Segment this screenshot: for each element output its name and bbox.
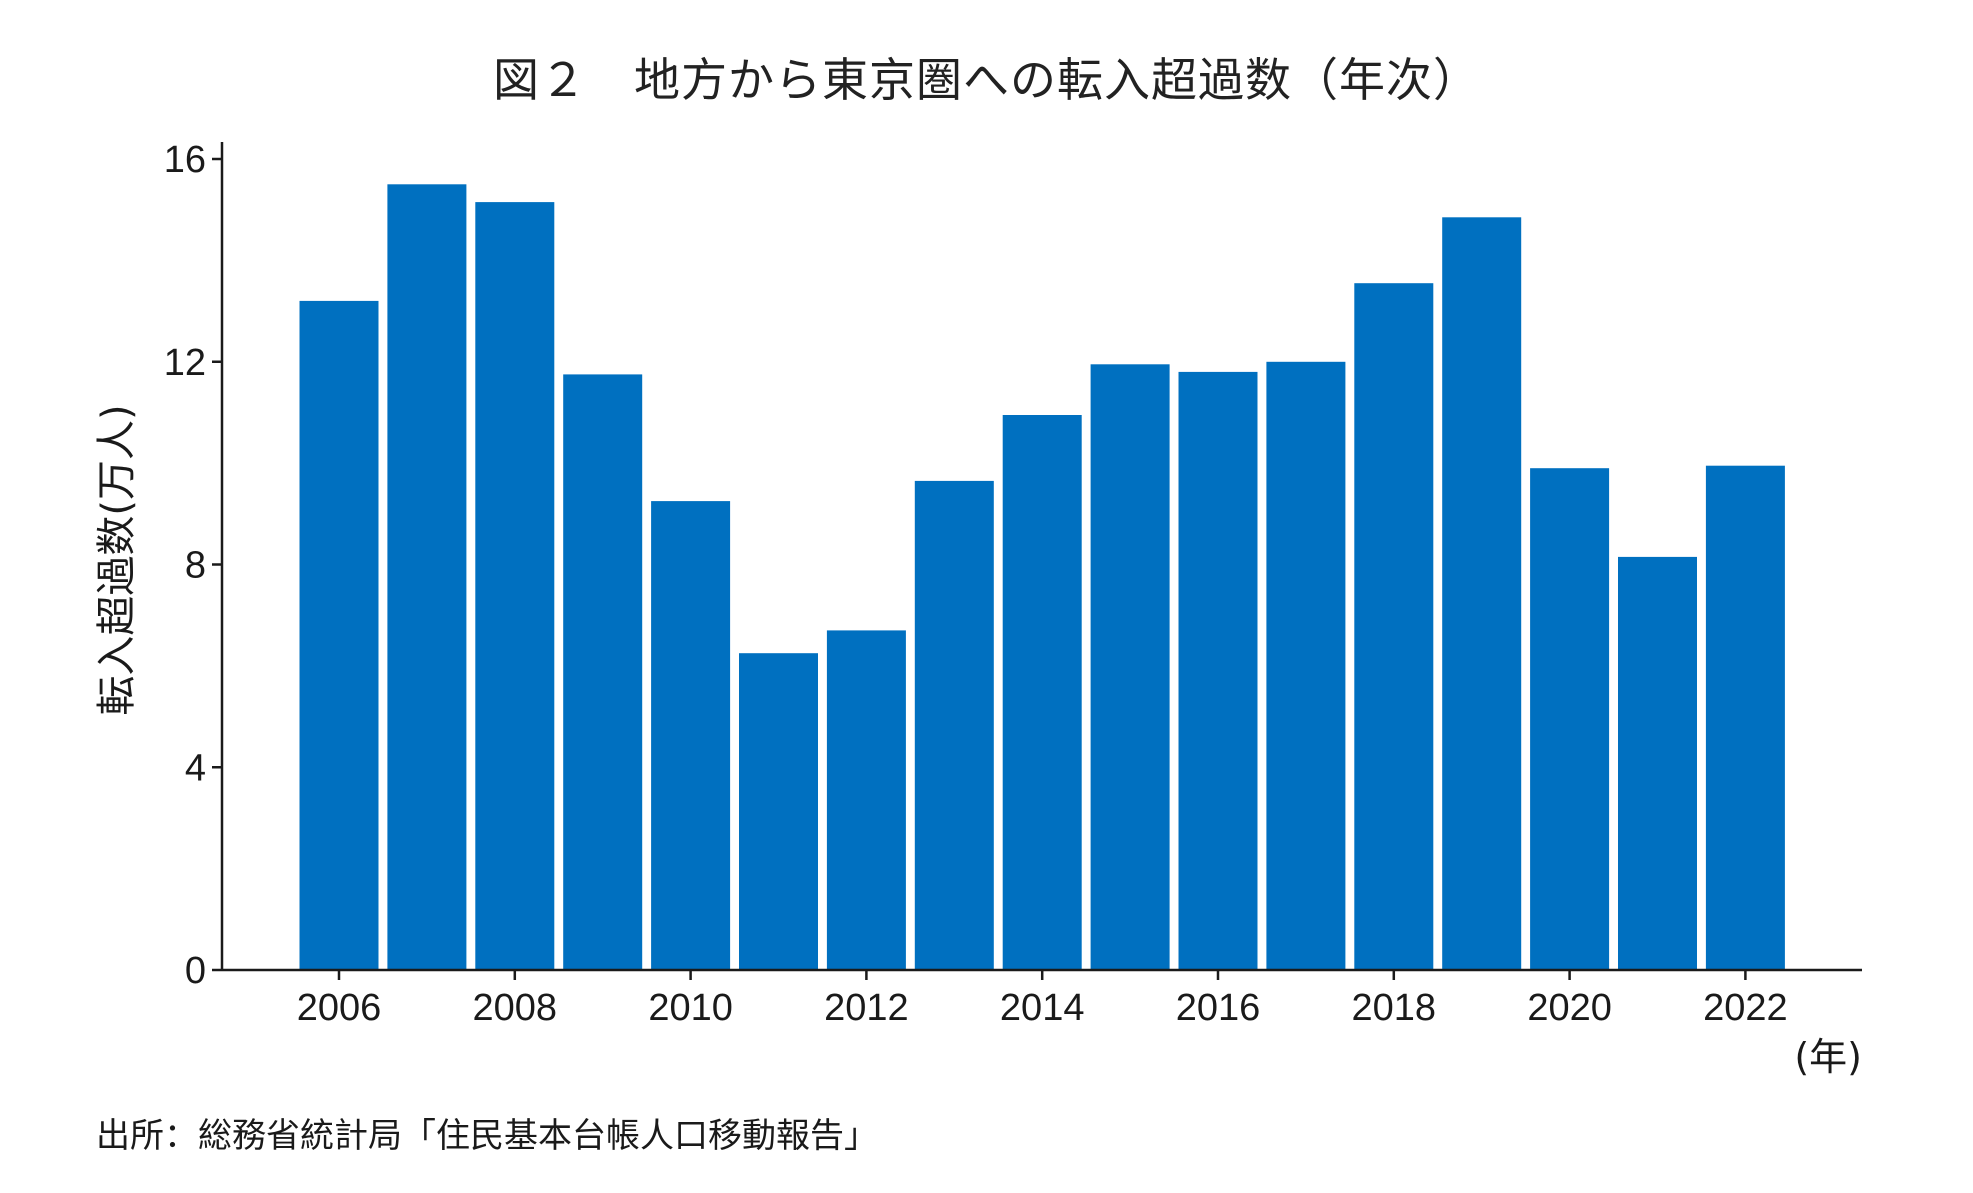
x-tick-label: 2016 (1176, 987, 1261, 1029)
bar-2017 (1266, 361, 1346, 971)
y-tick-label: 8 (185, 545, 206, 587)
source-note: 出所：総務省統計局「住民基本台帳人口移動報告」 (96, 1116, 878, 1156)
bar-2015 (1090, 364, 1170, 970)
bars-group (299, 184, 1785, 971)
bar-2007 (387, 184, 467, 971)
bar-2011 (739, 653, 818, 970)
x-tick-label: 2008 (473, 987, 558, 1029)
bar-2018 (1354, 283, 1434, 970)
y-tick-label: 12 (164, 342, 206, 384)
x-tick-label: 2006 (297, 987, 382, 1029)
y-ticks-group: 0 4 8 12 16 (164, 139, 222, 992)
x-tick-label: 2018 (1352, 987, 1437, 1029)
bar-2019 (1442, 217, 1522, 971)
x-tick-label: 2010 (648, 987, 733, 1029)
y-tick-label: 4 (185, 747, 206, 789)
x-tick-label: 2014 (1000, 987, 1085, 1029)
y-tick-label: 16 (164, 139, 206, 181)
bar-2016 (1178, 371, 1258, 970)
bar-2020 (1530, 468, 1610, 970)
y-tick-label: 0 (185, 950, 206, 992)
bar-2010 (651, 501, 731, 970)
x-tick-label: 2020 (1527, 987, 1612, 1029)
y-axis-label: 転入超過数(万人) (94, 404, 140, 715)
bar-2009 (563, 374, 643, 970)
bar-2022 (1705, 465, 1785, 970)
bar-2013 (914, 480, 994, 970)
bar-2014 (1002, 415, 1082, 970)
x-ticks-group: 2006 2008 2010 2012 2014 2016 2018 2020 2022 (297, 970, 1788, 1029)
bar-2012 (826, 630, 906, 970)
x-tick-label: 2022 (1703, 987, 1788, 1029)
bar-2006 (299, 300, 379, 970)
x-axis-unit-label: (年) (1794, 1035, 1862, 1079)
chart-title: 図２ 地方から東京圏への転入超過数（年次） (493, 53, 1480, 107)
bar-2008 (475, 202, 555, 971)
x-tick-label: 2012 (824, 987, 909, 1029)
bar-2021 (1618, 556, 1697, 970)
